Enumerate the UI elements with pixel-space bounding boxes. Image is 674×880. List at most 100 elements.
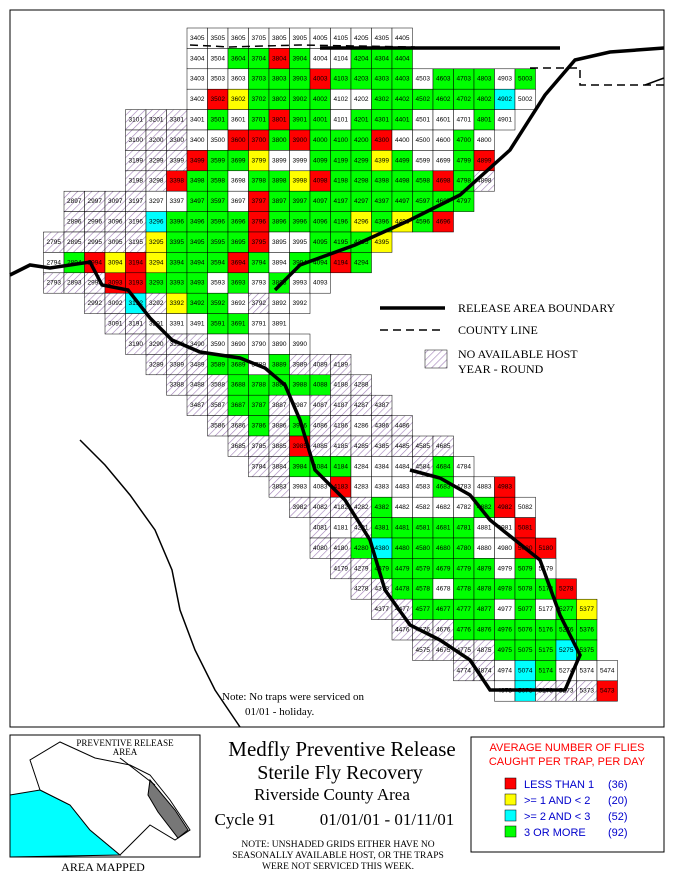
grid-label: 5179 [539,565,554,572]
grid-label: 4775 [457,647,472,654]
grid-label: 3599 [211,157,226,164]
grid-label: 4301 [375,117,390,124]
grid-label: 4380 [375,545,390,552]
grid-label: 4203 [354,76,369,83]
grid-label: 4195 [334,239,349,246]
grid-label: 4601 [436,117,451,124]
grid-label: 3198 [129,178,144,185]
grid-label: 4396 [375,219,390,226]
grid-label: 4498 [395,178,410,185]
grid-label: 4499 [395,157,410,164]
grid-label: 3883 [272,484,287,491]
grid-label: 3702 [252,96,267,103]
grid-label: 3794 [252,259,267,266]
grid-label: 4279 [354,565,369,572]
grid-label: 3903 [293,76,308,83]
grid-label: 3097 [108,198,123,205]
grid-label: 3501 [211,117,226,124]
grid-label: 3904 [293,55,308,62]
grid-label: 4205 [354,35,369,42]
grid-label: 4880 [477,545,492,552]
grid-label: 3985 [293,443,308,450]
grid-label: 2996 [88,219,103,226]
grid-label: 4283 [354,484,369,491]
grid-cell [514,88,536,110]
grid-label: 4874 [477,667,492,674]
grid-label: 4703 [457,76,472,83]
grid: 3405 3505 3605 3705 3805 3905 4005 4105 4205 4305… [43,27,618,702]
grid-label: 3988 [293,382,308,389]
grid-label: 4877 [477,606,492,613]
grid-label: 4382 [375,504,390,511]
grid-label: 4883 [477,484,492,491]
grid-label: 4899 [477,157,492,164]
grid-label: 3397 [170,198,185,205]
grid-label: 4084 [313,463,328,470]
grid-label: 5077 [518,606,533,613]
grid-label: 4901 [498,117,513,124]
grid-label: 3888 [272,382,287,389]
grid-label: 3805 [272,35,287,42]
grid-label: 3301 [170,117,185,124]
inset-pointer [119,757,156,786]
grid-label: 4580 [416,545,431,552]
grid-label: 5075 [518,647,533,654]
grid-label: 3100 [129,137,144,144]
grid-label: 5003 [518,76,533,83]
grid-label: 3982 [293,504,308,511]
grid-label: 3398 [170,178,185,185]
grid-label: 3388 [170,382,185,389]
grid-label: 4585 [416,443,431,450]
grid-label: 4384 [375,463,390,470]
grid-label: 4699 [436,157,451,164]
grid-label: 4294 [354,259,369,266]
grid-label: 3790 [252,341,267,348]
release-boundary [9,260,582,692]
grid-label: 3694 [231,259,246,266]
grid-label: 4403 [395,76,410,83]
grid-label: 4284 [354,463,369,470]
grid-label: 5277 [559,606,574,613]
grid-label: 4082 [313,504,328,511]
grid-label: 4676 [436,627,451,634]
grid-label: 5375 [580,647,595,654]
grid-label: 3994 [293,259,308,266]
grid-label: 3591 [211,321,226,328]
grid-label: 4983 [498,484,513,491]
grid-label: 3692 [231,300,246,307]
grid-label: 4702 [457,96,472,103]
grid-label: 4779 [457,565,472,572]
grid-label: 3905 [293,35,308,42]
note: Note: No traps were serviced on [222,691,365,703]
grid-label: 3594 [211,259,226,266]
grid-label: 4003 [313,76,328,83]
grid-label: 4397 [375,198,390,205]
grid-label: 3784 [252,463,267,470]
grid-label: 4095 [313,239,328,246]
grid-label: 4678 [436,586,451,593]
grid-label: 3701 [252,117,267,124]
grid-label: 4682 [436,504,451,511]
grid-label: 3400 [190,137,205,144]
legend-label: >= 2 AND < 3 [524,811,590,823]
grid-label: 4881 [477,525,492,532]
grid-cell [596,680,618,702]
grid-label: 4399 [375,157,390,164]
grid-label: 5374 [580,667,595,674]
grid-label: 4088 [313,382,328,389]
note: 01/01 - holiday. [245,706,314,718]
grid-label: 3498 [190,178,205,185]
grid-label: 3597 [211,198,226,205]
grid-label: 4801 [477,117,492,124]
grid-label: 3791 [252,321,267,328]
grid-label: 3197 [129,198,144,205]
grid-label: 3299 [149,157,164,164]
grid-label: 3493 [190,280,205,287]
grid-label: 4304 [375,55,390,62]
grid-label: 3995 [293,239,308,246]
grid-label: 3595 [211,239,226,246]
grid-label: 4099 [313,157,328,164]
grid-label: 4201 [354,117,369,124]
grid-label: 4879 [477,565,492,572]
grid-label: 4102 [334,96,349,103]
